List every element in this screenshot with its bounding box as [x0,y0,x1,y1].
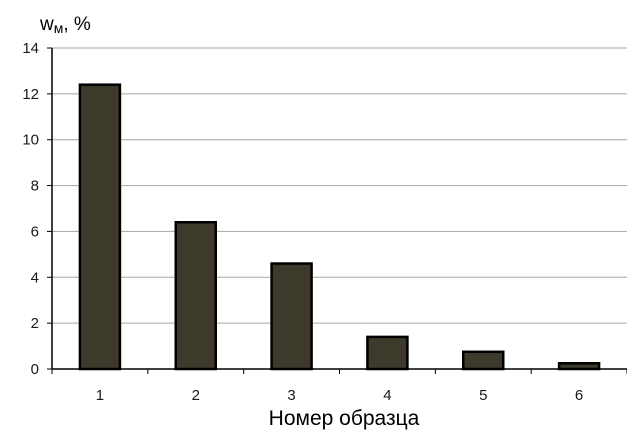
y-tick-label: 6 [31,223,39,240]
x-tick-label: 6 [575,387,583,404]
y-axis-label-main: w [39,14,54,35]
y-tick-labels: 0 2 4 6 8 10 12 14 [22,40,39,378]
y-tick-label: 10 [22,132,39,149]
x-tick-label: 5 [479,387,487,404]
bars [78,83,601,371]
y-axis-label-subscript: м [54,20,64,36]
x-tick-label: 2 [192,387,200,404]
y-axis-label-unit: , % [63,14,91,35]
axes [47,47,627,374]
gridlines [52,47,627,324]
y-tick-label: 4 [31,269,39,286]
y-tick-label: 14 [22,40,39,57]
y-tick-label: 0 [31,361,39,378]
x-axis-label: Номер образца [269,407,420,430]
x-tick-label: 3 [287,387,295,404]
y-axis-label: wм, % [39,14,91,36]
bar [557,362,601,371]
y-tick-label: 12 [22,86,39,103]
bar [270,262,313,371]
y-tick-label: 8 [31,178,39,195]
bar [174,221,217,371]
bar [78,83,122,371]
bar [462,350,505,371]
y-tick-label: 2 [31,315,39,332]
x-tick-labels: 1 2 3 4 5 6 [96,387,584,404]
x-tick-label: 1 [96,387,104,404]
x-tick-label: 4 [383,387,391,404]
bar [366,335,409,371]
